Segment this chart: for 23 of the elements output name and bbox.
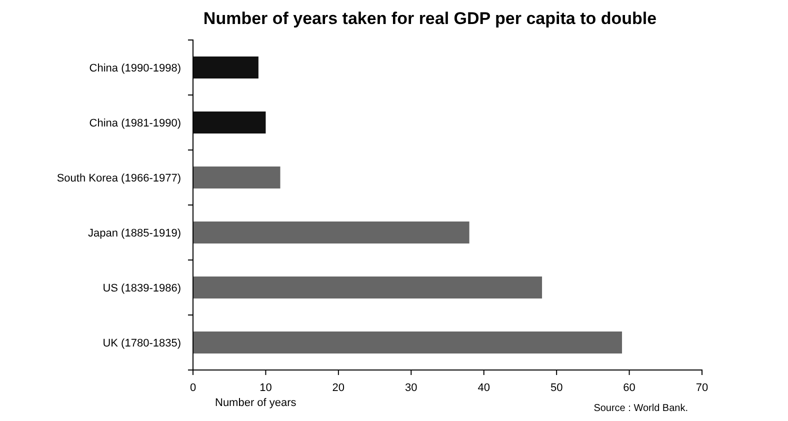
x-tick-label: 10: [260, 382, 272, 394]
bar: [193, 276, 542, 298]
bar: [193, 222, 470, 244]
x-tick-label: 0: [190, 382, 196, 394]
x-axis-title: Number of years: [215, 397, 297, 409]
bar: [193, 112, 266, 134]
x-tick-label: 30: [405, 382, 418, 394]
bar: [193, 56, 258, 78]
x-tick-label: 40: [478, 382, 490, 394]
y-tick-label: China (1990-1998): [89, 62, 181, 74]
y-tick-label: US (1839-1986): [102, 282, 181, 294]
x-tick-label: 20: [332, 382, 345, 394]
x-tick-label: 60: [623, 382, 636, 394]
y-tick-label: China (1981-1990): [89, 117, 181, 130]
y-tick-label: UK (1780-1835): [102, 337, 181, 350]
bar: [193, 166, 280, 188]
source-note: Source : World Bank.: [594, 403, 688, 414]
y-tick-label: Japan (1885-1919): [88, 227, 181, 240]
bar: [193, 332, 622, 354]
y-tick-label: South Korea (1966-1977): [56, 172, 181, 184]
x-tick-label: 50: [550, 382, 563, 394]
chart-title: Number of years taken for real GDP per capita to double: [203, 9, 657, 28]
x-tick-label: 70: [696, 382, 708, 394]
